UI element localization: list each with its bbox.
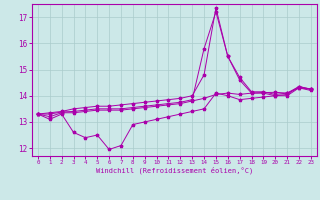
X-axis label: Windchill (Refroidissement éolien,°C): Windchill (Refroidissement éolien,°C): [96, 167, 253, 174]
